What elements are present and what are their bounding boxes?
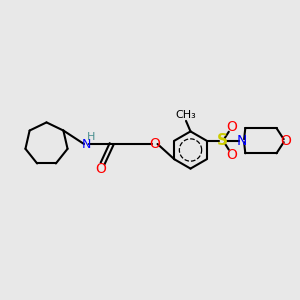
Text: O: O [226,120,237,134]
Text: N: N [82,137,91,151]
Text: N: N [236,134,247,148]
Text: O: O [281,134,292,148]
Text: H: H [87,132,95,142]
Text: CH₃: CH₃ [176,110,197,120]
Text: O: O [226,148,237,162]
Text: S: S [217,133,228,148]
Text: O: O [95,162,106,176]
Text: O: O [149,137,160,151]
